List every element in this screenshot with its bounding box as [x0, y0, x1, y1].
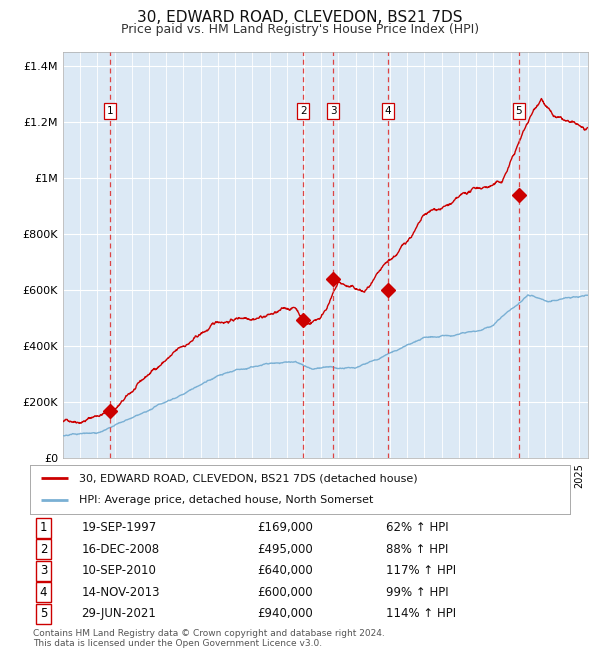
Text: 5: 5: [40, 607, 47, 620]
Text: 30, EDWARD ROAD, CLEVEDON, BS21 7DS: 30, EDWARD ROAD, CLEVEDON, BS21 7DS: [137, 10, 463, 25]
Text: 19-SEP-1997: 19-SEP-1997: [82, 521, 157, 534]
Text: 4: 4: [40, 586, 47, 599]
Text: 114% ↑ HPI: 114% ↑ HPI: [386, 607, 457, 620]
Text: 1: 1: [40, 521, 47, 534]
Text: 99% ↑ HPI: 99% ↑ HPI: [386, 586, 449, 599]
Text: 10-SEP-2010: 10-SEP-2010: [82, 564, 156, 577]
Text: 2: 2: [40, 543, 47, 556]
Text: Contains HM Land Registry data © Crown copyright and database right 2024.
This d: Contains HM Land Registry data © Crown c…: [33, 629, 385, 648]
Text: 3: 3: [40, 564, 47, 577]
Text: £600,000: £600,000: [257, 586, 313, 599]
Text: 30, EDWARD ROAD, CLEVEDON, BS21 7DS (detached house): 30, EDWARD ROAD, CLEVEDON, BS21 7DS (det…: [79, 473, 417, 484]
Text: 88% ↑ HPI: 88% ↑ HPI: [386, 543, 449, 556]
Text: £495,000: £495,000: [257, 543, 313, 556]
Text: 4: 4: [385, 106, 391, 116]
Text: £940,000: £940,000: [257, 607, 313, 620]
Text: 16-DEC-2008: 16-DEC-2008: [82, 543, 160, 556]
Text: 14-NOV-2013: 14-NOV-2013: [82, 586, 160, 599]
Text: 1: 1: [107, 106, 113, 116]
Text: 3: 3: [330, 106, 337, 116]
Text: 5: 5: [515, 106, 522, 116]
Text: 2: 2: [300, 106, 307, 116]
Text: £640,000: £640,000: [257, 564, 313, 577]
Text: 29-JUN-2021: 29-JUN-2021: [82, 607, 156, 620]
Text: £169,000: £169,000: [257, 521, 313, 534]
Text: HPI: Average price, detached house, North Somerset: HPI: Average price, detached house, Nort…: [79, 495, 373, 505]
Text: 117% ↑ HPI: 117% ↑ HPI: [386, 564, 457, 577]
Text: 62% ↑ HPI: 62% ↑ HPI: [386, 521, 449, 534]
Text: Price paid vs. HM Land Registry's House Price Index (HPI): Price paid vs. HM Land Registry's House …: [121, 23, 479, 36]
